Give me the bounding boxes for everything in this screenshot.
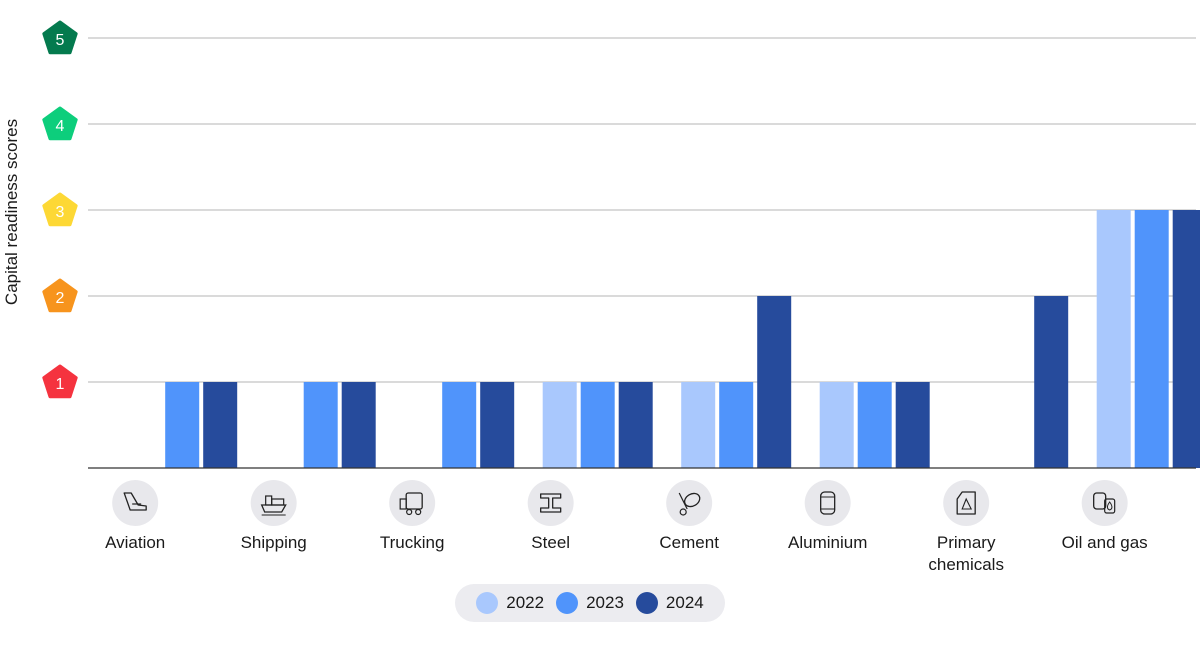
plane-tail-icon (112, 480, 159, 526)
bar-2022-aluminium (819, 382, 854, 468)
y-tick-badge-3: 3 (42, 192, 78, 227)
category-icons (112, 480, 1128, 526)
cement-mixer-icon (666, 480, 713, 526)
truck-icon (389, 480, 436, 526)
x-tick-label-aviation: Aviation (105, 533, 165, 552)
legend-swatch-2022 (476, 592, 499, 614)
bar-2023-cement (719, 382, 754, 468)
legend-item-2022: 2022 (476, 592, 544, 614)
y-tick-label-4: 4 (56, 118, 65, 135)
legend: 2022 2023 2024 (455, 584, 725, 622)
bar-2023-trucking (442, 382, 477, 468)
steel-beam-icon (527, 480, 574, 526)
tick-badge-pentagon (42, 20, 78, 55)
bar-2024-aluminium (895, 382, 930, 468)
oil-barrel-icon (1081, 480, 1128, 526)
y-tick-badge-1: 1 (42, 364, 78, 399)
bar-2023-shipping (303, 382, 338, 468)
legend-label-2022: 2022 (506, 593, 545, 612)
gridlines (88, 37, 1196, 383)
bar-2024-primary-chemicals (1034, 296, 1069, 468)
x-tick-label-primary-chemicals-line1: Primary (937, 533, 996, 552)
bar-2024-cement (757, 296, 792, 468)
y-tick-badge-4: 4 (42, 106, 78, 141)
y-tick-badge-5: 5 (42, 20, 78, 55)
bar-2022-steel (542, 382, 577, 468)
legend-swatch-2023 (556, 592, 579, 614)
y-tick-label-1: 1 (56, 376, 65, 393)
x-tick-label-oil-and-gas: Oil and gas (1062, 533, 1148, 552)
bar-2022-cement (681, 382, 716, 468)
bar-2022-oil-and-gas (1096, 210, 1131, 468)
tick-badge-pentagon (42, 106, 78, 141)
bar-2024-trucking (480, 382, 515, 468)
category-labels: Aviation Shipping Trucking Steel Cement Alumi… (105, 533, 1148, 574)
bar-2024-steel (618, 382, 653, 468)
bar-2024-shipping (341, 382, 376, 468)
legend-item-2024: 2024 (635, 592, 704, 614)
y-tick-label-2: 2 (56, 290, 65, 307)
bar-2023-aviation (165, 382, 200, 468)
bar-2023-aluminium (857, 382, 892, 468)
x-tick-label-aluminium: Aluminium (788, 533, 867, 552)
y-axis-label: Capital readiness scores (2, 119, 21, 305)
x-tick-label-cement: Cement (659, 533, 719, 552)
bar-2023-steel (580, 382, 615, 468)
bar-2024-oil-and-gas (1172, 210, 1200, 468)
tick-badge-pentagon (42, 278, 78, 313)
legend-swatch-2024 (635, 592, 658, 614)
bars (165, 210, 1200, 468)
legend-item-2023: 2023 (556, 592, 624, 614)
ship-icon (250, 480, 297, 526)
tick-badge-pentagon (42, 192, 78, 227)
y-tick-badge-2: 2 (42, 278, 78, 313)
bar-2023-oil-and-gas (1134, 210, 1169, 468)
bar-2024-aviation (203, 382, 238, 468)
y-tick-label-3: 3 (56, 204, 65, 221)
y-axis-tick-badges: 1 2 3 4 5 (42, 20, 78, 399)
x-tick-label-primary-chemicals-line2: chemicals (928, 555, 1004, 574)
aluminium-can-icon (804, 480, 851, 526)
chemical-container-icon (943, 480, 990, 526)
legend-label-2024: 2024 (665, 593, 704, 612)
legend-label-2023: 2023 (586, 593, 624, 612)
x-tick-label-steel: Steel (531, 533, 570, 552)
tick-badge-pentagon (42, 364, 78, 399)
x-tick-label-shipping: Shipping (241, 533, 307, 552)
x-tick-label-trucking: Trucking (380, 533, 445, 552)
y-tick-label-5: 5 (56, 32, 65, 49)
